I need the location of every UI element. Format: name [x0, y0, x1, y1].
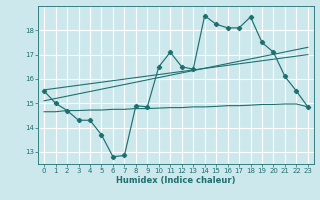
X-axis label: Humidex (Indice chaleur): Humidex (Indice chaleur) [116, 176, 236, 185]
